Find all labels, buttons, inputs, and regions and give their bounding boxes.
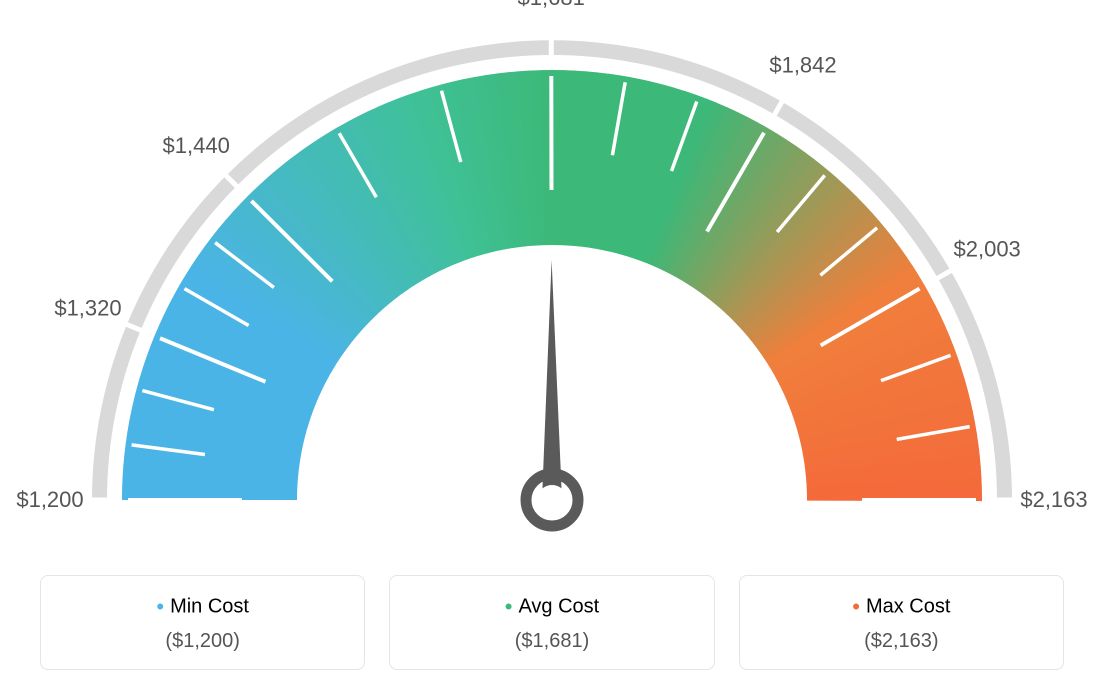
dot-icon: • <box>852 594 860 619</box>
legend-card-min: • Min Cost ($1,200) <box>40 575 365 670</box>
gauge-tick-label: $2,163 <box>1020 487 1087 512</box>
gauge-tick-label: $1,320 <box>54 295 121 320</box>
legend-max-label: Max Cost <box>866 595 950 617</box>
gauge-tick-label: $1,681 <box>518 0 585 10</box>
legend-max-title: • Max Cost <box>752 594 1051 620</box>
dot-icon: • <box>505 594 513 619</box>
legend-card-max: • Max Cost ($2,163) <box>739 575 1064 670</box>
legend-avg-value: ($1,681) <box>402 630 701 653</box>
legend-card-avg: •Avg Cost ($1,681) <box>389 575 714 670</box>
gauge-svg: $1,200 $1,320 $1,440 $1,681 $1,842 $2,003 $2,1… <box>0 0 1104 560</box>
legend-avg-title: •Avg Cost <box>402 594 701 620</box>
gauge-chart: $1,200 $1,320 $1,440 $1,681 $1,842 $2,003 $2,1… <box>0 0 1104 560</box>
legend-min-title: • Min Cost <box>53 594 352 620</box>
gauge-tick-label: $2,003 <box>954 237 1021 262</box>
gauge-tick-label: $1,200 <box>16 487 83 512</box>
gauge-tick-label: $1,842 <box>769 52 836 77</box>
legend-max-value: ($2,163) <box>752 630 1051 653</box>
dot-icon: • <box>156 594 164 619</box>
legend-row: •Min Cost ($1,200) •Avg Cost ($1,681) •M… <box>40 575 1064 670</box>
gauge-needle-hub-inner <box>537 485 567 515</box>
legend-avg-label: Avg Cost <box>518 595 599 617</box>
gauge-tick-label: $1,440 <box>163 133 230 158</box>
legend-min-label: Min Cost <box>170 595 249 617</box>
legend-min-value: ($1,200) <box>53 630 352 653</box>
gauge-needle <box>542 260 562 500</box>
